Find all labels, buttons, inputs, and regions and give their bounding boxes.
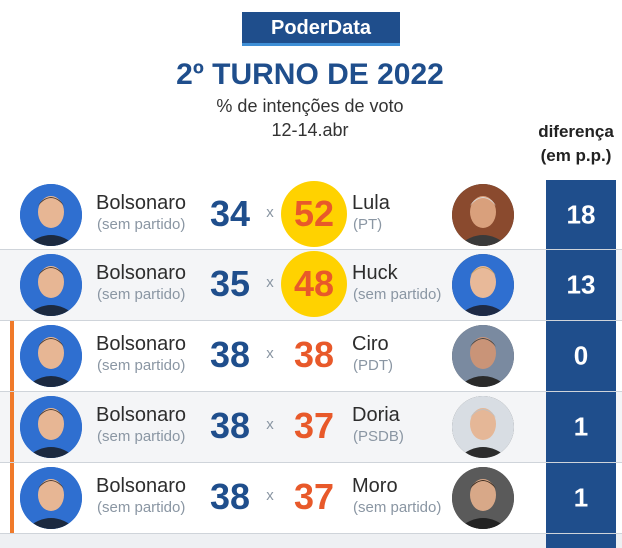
right-candidate-party: (PT) bbox=[353, 216, 383, 233]
left-candidate-party: (sem partido) bbox=[97, 216, 186, 233]
versus-separator: x bbox=[266, 274, 274, 291]
right-candidate-party: (sem partido) bbox=[353, 286, 442, 303]
left-value-label: 38 bbox=[209, 334, 251, 375]
row-marker bbox=[10, 392, 14, 462]
diff-value-label: 13 bbox=[566, 269, 596, 300]
diff-value-label: 1 bbox=[573, 411, 589, 442]
table-row: Bolsonaro (sem partido) 38 x 37 Doria (PSDB) 1 bbox=[0, 392, 622, 463]
diff-value-label: 1 bbox=[573, 482, 589, 513]
diff-value-cell: 18 bbox=[546, 180, 616, 249]
diff-column-header: diferença (em p.p.) bbox=[530, 120, 622, 168]
versus-separator: x bbox=[266, 345, 274, 362]
table-row: Bolsonaro (sem partido) 38 x 38 Ciro (PDT) 0 bbox=[0, 321, 622, 392]
left-candidate-name: Bolsonaro bbox=[96, 262, 187, 284]
left-candidate-name: Bolsonaro bbox=[96, 404, 187, 426]
left-candidate-name: Bolsonaro bbox=[96, 475, 187, 497]
diff-value-label: 18 bbox=[566, 199, 596, 229]
row-marker bbox=[10, 463, 14, 533]
left-candidate-name: Bolsonaro bbox=[96, 192, 187, 214]
bolsonaro-portrait-icon bbox=[20, 184, 82, 246]
table-row: Bolsonaro (sem partido) 35 x 48 Huck (sem part… bbox=[0, 250, 622, 321]
ciro-portrait-icon bbox=[452, 325, 514, 387]
survey-dates: 12-14.abr bbox=[271, 120, 349, 140]
right-candidate-name: Lula bbox=[352, 192, 390, 214]
right-value-label: 37 bbox=[293, 476, 335, 517]
left-candidate-party: (sem partido) bbox=[97, 357, 186, 374]
table-row: Bolsonaro (sem partido) 34 x 52 Lula (PT) 18 bbox=[0, 180, 622, 250]
versus-separator: x bbox=[266, 487, 274, 504]
right-value-label: 37 bbox=[293, 405, 335, 446]
huck-portrait-icon bbox=[452, 254, 514, 316]
right-candidate-party: (PDT) bbox=[353, 357, 393, 374]
right-value-label: 52 bbox=[293, 193, 335, 234]
left-candidate-party: (sem partido) bbox=[97, 499, 186, 516]
diff-value-cell: 1 bbox=[546, 392, 616, 462]
bolsonaro-portrait-icon bbox=[20, 396, 82, 458]
moro-portrait-icon bbox=[452, 467, 514, 529]
diff-header-line1: diferença bbox=[538, 122, 614, 141]
right-candidate-name: Doria bbox=[352, 404, 400, 426]
lula-portrait-icon bbox=[452, 184, 514, 246]
right-candidate-name: Huck bbox=[352, 262, 398, 284]
bolsonaro-portrait-icon bbox=[20, 254, 82, 316]
left-candidate-party: (sem partido) bbox=[97, 286, 186, 303]
diff-value-cell: 13 bbox=[546, 250, 616, 320]
left-value-label: 35 bbox=[209, 263, 251, 304]
left-candidate-name: Bolsonaro bbox=[96, 333, 187, 355]
right-candidate-name: Ciro bbox=[352, 333, 389, 355]
doria-portrait-icon bbox=[452, 396, 514, 458]
leader-highlight-circle bbox=[281, 251, 347, 317]
diff-value-label: 0 bbox=[573, 340, 589, 371]
diff-value-cell: 1 bbox=[546, 463, 616, 533]
diff-header-line2: (em p.p.) bbox=[540, 146, 612, 165]
page-title: 2º TURNO DE 2022 bbox=[176, 58, 444, 91]
right-candidate-party: (sem partido) bbox=[353, 499, 442, 516]
left-value-label: 34 bbox=[209, 193, 251, 234]
bolsonaro-portrait-icon bbox=[20, 467, 82, 529]
right-candidate-party: (PSDB) bbox=[353, 428, 404, 445]
right-candidate-name: Moro bbox=[352, 475, 398, 497]
row-marker bbox=[10, 321, 14, 391]
table-row: Bolsonaro (sem partido) 38 x 37 Moro (sem part… bbox=[0, 463, 622, 534]
matchup-table: Bolsonaro (sem partido) 34 x 52 Lula (PT) 18 Bol… bbox=[0, 180, 622, 534]
versus-separator: x bbox=[266, 204, 274, 221]
diff-value-cell: 0 bbox=[546, 321, 616, 391]
right-value-label: 48 bbox=[293, 263, 335, 304]
leader-highlight-circle bbox=[281, 181, 347, 247]
bolsonaro-portrait-icon bbox=[20, 325, 82, 387]
left-value-label: 38 bbox=[209, 476, 251, 517]
left-candidate-party: (sem partido) bbox=[97, 428, 186, 445]
page-subtitle: % de intenções de voto bbox=[216, 96, 404, 116]
left-value-label: 38 bbox=[209, 405, 251, 446]
brand-badge: PoderData bbox=[242, 12, 400, 46]
diff-column-footer bbox=[546, 534, 616, 548]
versus-separator: x bbox=[266, 416, 274, 433]
right-value-label: 38 bbox=[293, 334, 335, 375]
